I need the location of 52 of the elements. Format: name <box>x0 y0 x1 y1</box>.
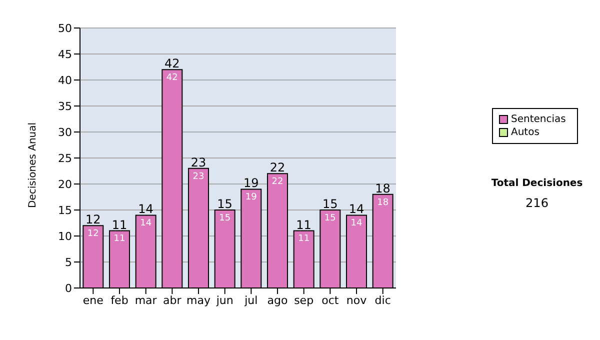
data-label: 18 <box>377 198 389 208</box>
data-label: 11 <box>114 234 126 244</box>
text: 216 <box>524 196 550 210</box>
total-label: 19 <box>244 176 259 190</box>
y-tick-label: 0 <box>65 282 72 295</box>
total-label: 11 <box>112 218 128 232</box>
x-tick-label: ago <box>267 294 288 307</box>
total-label: 22 <box>270 160 286 175</box>
x-tick-label: jul <box>244 294 258 307</box>
total-label: 42 <box>164 56 180 71</box>
data-label: 23 <box>192 172 204 182</box>
total-label: 11 <box>296 218 312 232</box>
y-tick-label: 50 <box>58 22 72 35</box>
x-tick-label: sep <box>294 294 314 307</box>
x-tick-label: ene <box>82 294 104 307</box>
data-label: 42 <box>166 72 178 83</box>
y-tick-label: 5 <box>65 256 72 269</box>
data-label: 14 <box>140 218 152 229</box>
y-tick-label: 15 <box>58 204 72 217</box>
data-label: 15 <box>219 213 231 224</box>
total-label: 14 <box>138 202 154 216</box>
y-tick-label: 20 <box>58 178 72 191</box>
total-label: 14 <box>348 202 364 216</box>
data-label: 19 <box>245 192 258 203</box>
y-tick-label: 35 <box>58 100 72 113</box>
total-label: 12 <box>86 212 101 227</box>
x-tick-label: oct <box>322 294 340 307</box>
data-label: 12 <box>87 228 99 239</box>
legend-label: Sentencias <box>511 113 566 126</box>
legend-label: Autos <box>511 126 540 139</box>
x-tick-label: nov <box>346 294 368 307</box>
data-label: 22 <box>272 176 284 187</box>
text: Total Decisiones <box>490 178 584 189</box>
data-label: 11 <box>298 234 310 244</box>
x-tick-label: dic <box>374 294 391 307</box>
total-label: 18 <box>375 181 390 196</box>
y-tick-label: 30 <box>58 126 72 139</box>
y-axis-title: Decisiones Anual <box>28 122 39 208</box>
y-tick-label: 25 <box>58 152 72 165</box>
x-tick-label: may <box>186 294 211 307</box>
total-label: 23 <box>190 155 206 170</box>
x-tick-label: feb <box>110 294 128 307</box>
x-tick-label: abr <box>163 294 182 307</box>
data-label: 15 <box>324 213 336 224</box>
y-tick-label: 45 <box>58 48 72 61</box>
y-tick-label: 40 <box>58 74 72 87</box>
data-label: 14 <box>350 218 362 229</box>
total-label: 15 <box>322 197 338 211</box>
x-tick-label: jun <box>215 294 234 307</box>
y-tick-label: 10 <box>58 230 72 243</box>
x-tick-label: mar <box>134 294 158 307</box>
total-label: 15 <box>217 197 232 211</box>
